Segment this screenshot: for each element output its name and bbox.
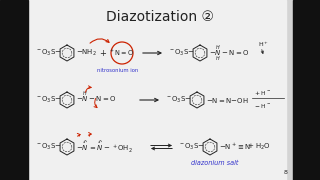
Text: $^+$N$=$O: $^+$N$=$O	[109, 48, 135, 58]
Text: H$^+$: H$^+$	[258, 40, 269, 50]
Text: $+$ H$_2$O: $+$ H$_2$O	[247, 142, 271, 152]
Text: $+$ H$^-$: $+$ H$^-$	[254, 89, 271, 97]
Text: $^-$O$_3$S$-$: $^-$O$_3$S$-$	[35, 95, 62, 105]
Bar	[293, 0, 320, 180]
Bar	[28, 0, 286, 180]
Text: Diazotization ②: Diazotization ②	[106, 10, 214, 24]
Text: $^-$O$_3$S$-$: $^-$O$_3$S$-$	[165, 95, 192, 105]
Text: $^-$O$_3$S$-$: $^-$O$_3$S$-$	[178, 142, 205, 152]
Text: 8: 8	[284, 170, 288, 174]
Text: $^-$O$_3$S$-$: $^-$O$_3$S$-$	[168, 48, 195, 58]
Text: $-$NH$_2$: $-$NH$_2$	[76, 48, 97, 58]
Text: $-\overset{\curvearrowleft}{N}=\overset{\curvearrowleft}{N}-^+$OH$_2$: $-\overset{\curvearrowleft}{N}=\overset{…	[76, 139, 133, 155]
Text: $-$N$^+$$\equiv$N: $-$N$^+$$\equiv$N	[219, 142, 252, 152]
Bar	[0, 0, 28, 180]
Text: $-$N$=$N$-$OH: $-$N$=$N$-$OH	[206, 96, 249, 105]
Text: $^-$O$_3$S$-$: $^-$O$_3$S$-$	[35, 142, 62, 152]
Text: $-$ H$^-$: $-$ H$^-$	[254, 102, 271, 110]
Text: $-\overset{H}{N}-$N$=$O: $-\overset{H}{N}-$N$=$O	[76, 90, 116, 104]
Text: $+$: $+$	[99, 48, 107, 58]
Text: diazonium salt: diazonium salt	[191, 160, 239, 166]
Text: $-\overset{H}{\underset{H}{N}}-$N$=$O: $-\overset{H}{\underset{H}{N}}-$N$=$O	[209, 43, 250, 63]
Text: $^-$O$_3$S$-$: $^-$O$_3$S$-$	[35, 48, 62, 58]
Text: nitrosonium ion: nitrosonium ion	[97, 68, 139, 73]
